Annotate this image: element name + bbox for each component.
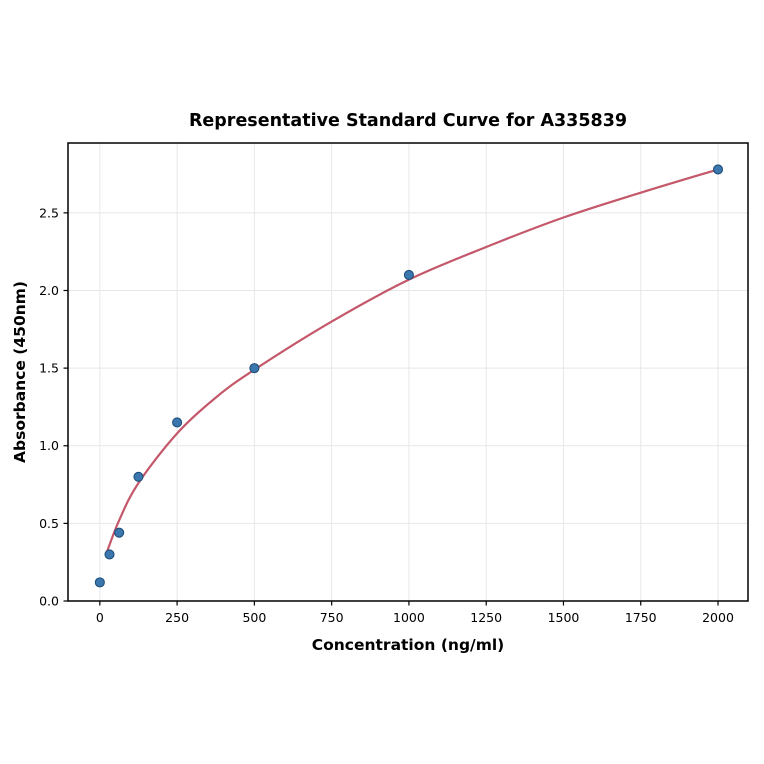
plot-border bbox=[67, 142, 749, 602]
x-tick-label: 250 bbox=[165, 610, 189, 625]
data-point bbox=[712, 164, 724, 175]
fit-curve bbox=[104, 168, 720, 556]
y-axis-label: Absorbance (450nm) bbox=[11, 281, 29, 463]
y-tick-label: 2.5 bbox=[39, 205, 59, 220]
axis-layer: 0 250 500 750 1000 1250 1500 1750 2000 0.0 0.5 1.0 1… bbox=[39, 142, 749, 625]
data-point bbox=[94, 577, 105, 588]
data-point bbox=[249, 363, 260, 374]
grid-layer bbox=[68, 143, 748, 602]
x-tick-label: 750 bbox=[320, 610, 344, 625]
series-layer bbox=[94, 164, 724, 588]
y-tick-label: 2.0 bbox=[39, 283, 59, 298]
x-tick-label: 1750 bbox=[625, 610, 657, 625]
data-point bbox=[104, 549, 115, 560]
x-axis-label: Concentration (ng/ml) bbox=[312, 636, 505, 654]
chart-title: Representative Standard Curve for A33583… bbox=[189, 111, 627, 131]
x-tick-label: 500 bbox=[242, 610, 266, 625]
y-tick-label: 0.5 bbox=[39, 516, 59, 531]
x-tick-label: 0 bbox=[96, 610, 104, 625]
data-point bbox=[114, 527, 125, 538]
y-tick-label: 1.0 bbox=[39, 438, 59, 453]
data-point bbox=[403, 269, 414, 281]
x-tick-label: 1000 bbox=[393, 610, 425, 625]
x-tick-label: 1250 bbox=[470, 610, 502, 625]
x-tick-label: 2000 bbox=[702, 610, 734, 625]
data-point bbox=[172, 417, 183, 428]
x-tick-label: 1500 bbox=[548, 610, 580, 625]
y-tick-label: 1.5 bbox=[39, 361, 59, 376]
y-tick-label: 0.0 bbox=[39, 594, 59, 609]
data-point bbox=[133, 471, 144, 482]
